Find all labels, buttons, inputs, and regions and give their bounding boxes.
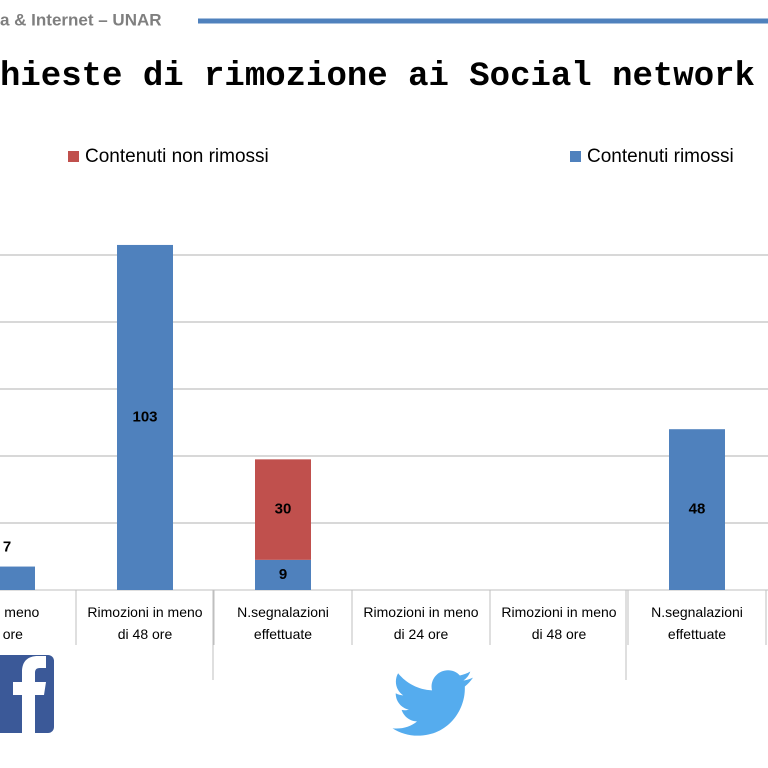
x-tick-label: Rimozioni in meno di 24 ore [363,604,478,642]
x-tick-label: Rimozioni in meno di 48 ore [501,604,616,642]
bar [255,559,311,590]
data-label: 103 [132,408,157,425]
legend-swatch [570,151,581,162]
twitter-logo [392,670,473,736]
legend: Contenuti rimossi Contenuti non rimossi [68,146,734,167]
data-label: 48 [689,501,706,518]
header-text: a & Internet – UNAR [0,10,162,29]
bar [255,459,311,560]
legend-label: Contenuti non rimossi [85,146,269,167]
bar [0,566,35,590]
x-tick-label: N.segnalazioni effettuate [237,604,329,642]
legend-swatch [68,151,79,162]
data-label: 9 [279,566,287,583]
bar [669,429,725,590]
bar [117,244,173,590]
facebook-logo [0,655,54,733]
x-tick-label: N.segnalazioni effettuate [651,604,743,642]
x-tick-label: Rimozioni in meno di 48 ore [87,604,202,642]
data-label: 30 [275,501,292,518]
legend-label: Contenuti rimossi [587,146,734,167]
data-label: 7 [3,539,11,556]
x-tick-label: ni in meno4 ore [0,604,40,642]
chart-title: hieste di rimozione ai Social network [0,58,755,96]
